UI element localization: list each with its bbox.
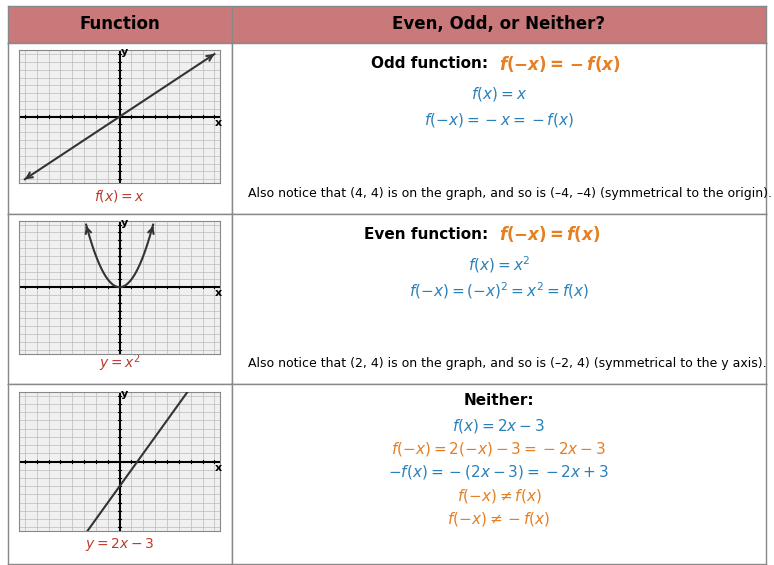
Text: y: y [121,47,128,58]
Text: $y=2x-3$: $y=2x-3$ [85,536,154,553]
Text: Function: Function [79,15,160,33]
Text: $f(-x)=(-x)^2=x^2=f(x)$: $f(-x)=(-x)^2=x^2=f(x)$ [409,280,589,301]
Text: Neither:: Neither: [464,393,534,408]
Text: $f(-x)\neq f(x)$: $f(-x)\neq f(x)$ [457,486,541,505]
Text: Also notice that (4, 4) is on the graph, and so is (–4, –4) (symmetrical to the : Also notice that (4, 4) is on the graph,… [248,187,772,200]
Text: $y=x^2$: $y=x^2$ [99,353,140,374]
Text: $f(x)=x^2$: $f(x)=x^2$ [467,255,530,275]
Text: $f(x)=x$: $f(x)=x$ [471,85,527,103]
Text: $\boldsymbol{f(-x)=f(x)}$: $\boldsymbol{f(-x)=f(x)}$ [499,224,600,244]
Text: $f(x)=x$: $f(x)=x$ [94,188,146,203]
Text: x: x [214,118,221,128]
Text: Also notice that (2, 4) is on the graph, and so is (–2, 4) (symmetrical to the y: Also notice that (2, 4) is on the graph,… [248,358,766,371]
Text: $f(-x)=-x=-f(x)$: $f(-x)=-x=-f(x)$ [424,111,574,129]
Text: x: x [214,289,221,298]
Text: y: y [121,218,128,228]
Text: Odd function:: Odd function: [372,56,499,71]
Text: $f(-x)\neq -f(x)$: $f(-x)\neq -f(x)$ [447,510,550,528]
Text: x: x [214,463,221,473]
Text: $f(x)=2x-3$: $f(x)=2x-3$ [452,416,546,434]
Text: $-f(x)=-(2x-3)=-2x+3$: $-f(x)=-(2x-3)=-2x+3$ [389,463,609,481]
Text: $f(-x)=2(-x)-3=-2x-3$: $f(-x)=2(-x)-3=-2x-3$ [392,440,606,458]
Text: Even function:: Even function: [364,227,499,242]
Text: Even, Odd, or Neither?: Even, Odd, or Neither? [392,15,605,33]
Text: y: y [121,389,128,399]
Text: $\boldsymbol{f(-x)=-f(x)}$: $\boldsymbol{f(-x)=-f(x)}$ [499,54,621,74]
